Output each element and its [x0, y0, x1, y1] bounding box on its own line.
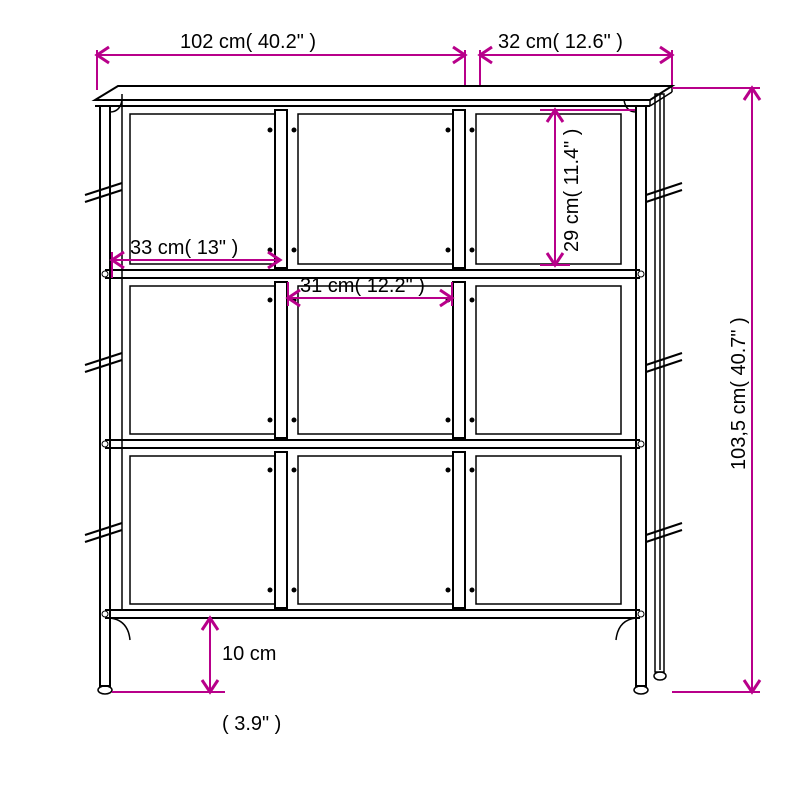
dim-height: 103,5 cm( 40.7" ) [672, 88, 760, 692]
svg-text:103,5 cm( 40.7" ): 103,5 cm( 40.7" ) [728, 317, 750, 470]
svg-text:33 cm( 13" ): 33 cm( 13" ) [130, 237, 238, 259]
dim-shelfw-in: 13" [197, 237, 226, 259]
dim-clear-in: 3.9" [234, 713, 269, 735]
svg-text:29 cm( 11.4" ): 29 cm( 11.4" ) [561, 129, 583, 252]
svg-text:31 cm( 12.2" ): 31 cm( 12.2" ) [300, 275, 425, 297]
svg-text:32 cm( 12.6" ): 32 cm( 12.6" ) [498, 31, 623, 53]
svg-text:( 3.9" ): ( 3.9" ) [222, 713, 281, 735]
dim-cubby-width: 31 cm( 12.2" ) [288, 275, 452, 306]
dim-cubbyw-in: 12.2" [367, 275, 413, 297]
svg-text:102 cm( 40.2" ): 102 cm( 40.2" ) [180, 31, 316, 53]
dim-depth-in: 12.6" [565, 31, 611, 53]
dim-shelfw-cm: 33 cm [130, 237, 184, 259]
row-3 [130, 452, 621, 608]
dim-cubbyh-in: 11.4" [561, 141, 583, 186]
dim-cubbyw-cm: 31 cm [300, 275, 354, 297]
right-side-frame [616, 94, 682, 694]
dim-width-cm: 102 cm [180, 31, 246, 53]
shelf-unit [85, 86, 682, 694]
dim-width: 102 cm( 40.2" ) [97, 31, 465, 90]
dim-clear-cm: 10 cm [222, 643, 276, 665]
dim-height-in: 40.7" [728, 329, 750, 375]
dim-shelf-width: 33 cm( 13" ) [112, 237, 280, 278]
dim-depth-cm: 32 cm [498, 31, 552, 53]
technical-drawing: 102 cm( 40.2" ) 32 cm( 12.6" ) 103,5 cm(… [0, 0, 800, 800]
top-surface [95, 86, 672, 100]
dim-width-in: 40.2" [258, 31, 304, 53]
left-side-frame [85, 94, 130, 694]
dim-height-cm: 103,5 cm [728, 388, 750, 470]
dim-bottom-clearance: 10 cm ( 3.9" ) [112, 618, 281, 735]
svg-text:10 cm: 10 cm [222, 643, 276, 665]
row-2 [130, 282, 621, 438]
dim-cubbyh-cm: 29 cm [561, 198, 583, 252]
dim-depth: 32 cm( 12.6" ) [480, 31, 672, 85]
